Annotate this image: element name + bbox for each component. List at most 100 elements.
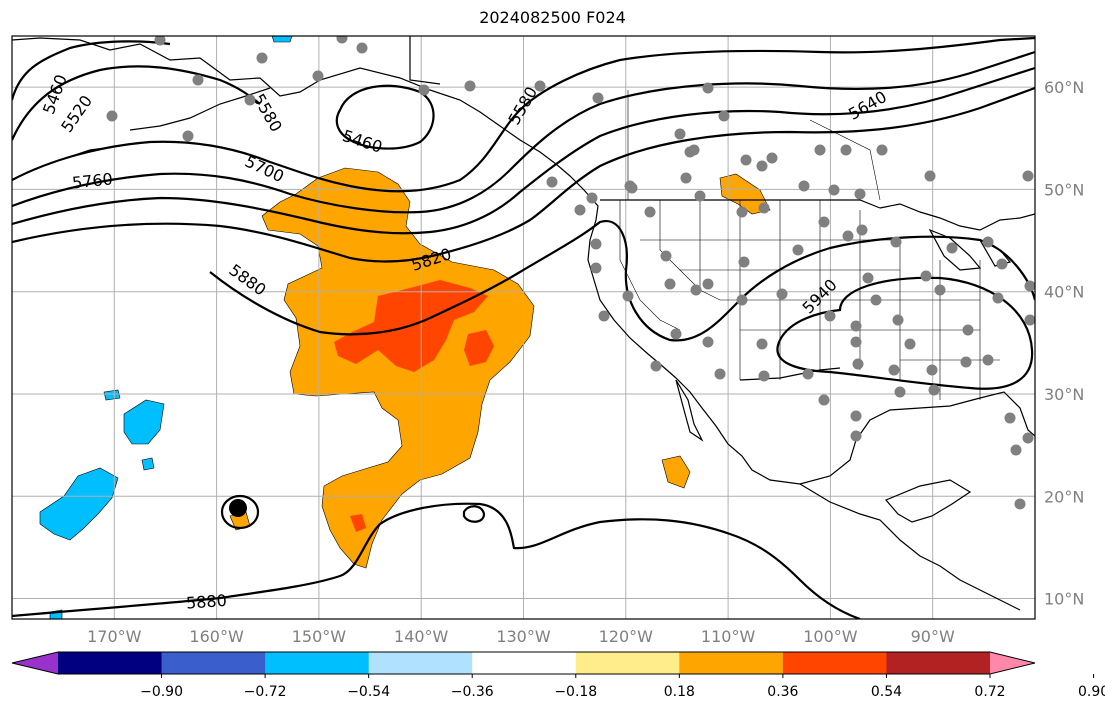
station-dot (738, 256, 750, 268)
station-dot (592, 92, 604, 104)
colorbar-extend-high (990, 652, 1035, 674)
station-dot (934, 284, 946, 296)
latitude-labels: 10°N 20°N 30°N 40°N 50°N 60°N (1044, 78, 1084, 608)
latitude-tick-label: 10°N (1044, 590, 1084, 609)
colorbar-extend-low (12, 652, 58, 674)
station-dot (850, 320, 862, 332)
longitude-tick-label: 120°W (599, 627, 654, 646)
station-dot (946, 242, 958, 254)
station-dot (1014, 498, 1026, 510)
station-dot (856, 224, 868, 236)
colorbar-segment (265, 652, 370, 674)
anomaly-shading-positive (229, 167, 771, 569)
station-dot (850, 410, 862, 422)
station-dot (840, 144, 852, 156)
station-dot (670, 328, 682, 340)
station-dot (862, 272, 874, 284)
station-dot (644, 206, 656, 218)
station-dot (798, 180, 810, 192)
station-dot (674, 128, 686, 140)
colorbar-segment (679, 652, 784, 674)
lat-lon-grid (12, 36, 1035, 619)
map-frame (11, 35, 1036, 620)
station-dot (192, 74, 204, 86)
station-dot (312, 70, 324, 82)
latitude-tick-label: 40°N (1044, 283, 1084, 302)
station-dot (650, 360, 662, 372)
station-dot (1010, 444, 1022, 456)
station-dot (876, 144, 888, 156)
station-dot (546, 176, 558, 188)
station-dot (888, 364, 900, 376)
station-dot (1004, 412, 1016, 424)
station-dot (920, 270, 932, 282)
station-dot (890, 236, 902, 248)
station-dot (590, 238, 602, 250)
station-dot (106, 110, 118, 122)
storm-marker (220, 494, 260, 530)
station-dot (996, 258, 1008, 270)
colorbar-segment (782, 652, 887, 674)
station-dot (850, 336, 862, 348)
station-dot (852, 358, 864, 370)
station-dot (824, 310, 836, 322)
colorbar-segment (368, 652, 473, 674)
longitude-tick-label: 160°W (189, 627, 244, 646)
station-dot (736, 206, 748, 218)
station-dot (714, 368, 726, 380)
anomaly-shading-negative (39, 36, 293, 619)
longitude-tick-label: 170°W (87, 627, 142, 646)
station-dot (680, 172, 692, 184)
colorbar-segment (58, 652, 163, 674)
station-dot (960, 356, 972, 368)
station-dot (828, 184, 840, 196)
station-dot (1024, 314, 1035, 326)
station-dot (904, 338, 916, 350)
latitude-tick-label: 50°N (1044, 180, 1084, 199)
station-dot (154, 36, 166, 46)
latitude-tick-label: 60°N (1044, 78, 1084, 97)
station-dot (740, 154, 752, 166)
station-dot (982, 354, 994, 366)
station-dot (464, 80, 476, 92)
station-markers (106, 36, 1035, 510)
colorbar-tick-label: 0.18 (664, 684, 695, 700)
station-dot (356, 42, 368, 54)
colorbar-tick-label: −0.18 (554, 684, 597, 700)
station-dot (982, 236, 994, 248)
station-dot (718, 110, 730, 122)
station-dot (854, 188, 866, 200)
station-dot (926, 364, 938, 376)
station-dot (870, 294, 882, 306)
station-dot (702, 278, 714, 290)
station-dot (814, 144, 826, 156)
longitude-tick-label: 100°W (803, 627, 858, 646)
station-dot (1022, 170, 1034, 182)
map-title: 2024082500 F024 (479, 8, 626, 27)
station-dot (756, 338, 768, 350)
station-dot (418, 84, 430, 96)
colorbar-outline (11, 651, 1036, 675)
station-dot (992, 292, 1004, 304)
longitude-tick-label: 130°W (496, 627, 551, 646)
longitude-tick-label: 90°W (911, 627, 955, 646)
colorbar-segment (575, 652, 680, 674)
height-contours (12, 36, 1035, 619)
station-dot (892, 314, 904, 326)
station-dot (776, 288, 788, 300)
colorbar-tick-label: 0.72 (974, 684, 1005, 700)
longitude-tick-label: 110°W (701, 627, 756, 646)
station-dot (624, 180, 636, 192)
station-dot (766, 152, 778, 164)
station-dot (758, 370, 770, 382)
station-dot (590, 262, 602, 274)
station-dot (598, 310, 610, 322)
station-dot (962, 324, 974, 336)
station-dot (1024, 280, 1035, 292)
latitude-tick-label: 20°N (1044, 487, 1084, 506)
station-dot (660, 250, 672, 262)
longitude-tick-label: 140°W (394, 627, 449, 646)
station-dot (894, 386, 906, 398)
colorbar-tick-label: −0.54 (347, 684, 390, 700)
